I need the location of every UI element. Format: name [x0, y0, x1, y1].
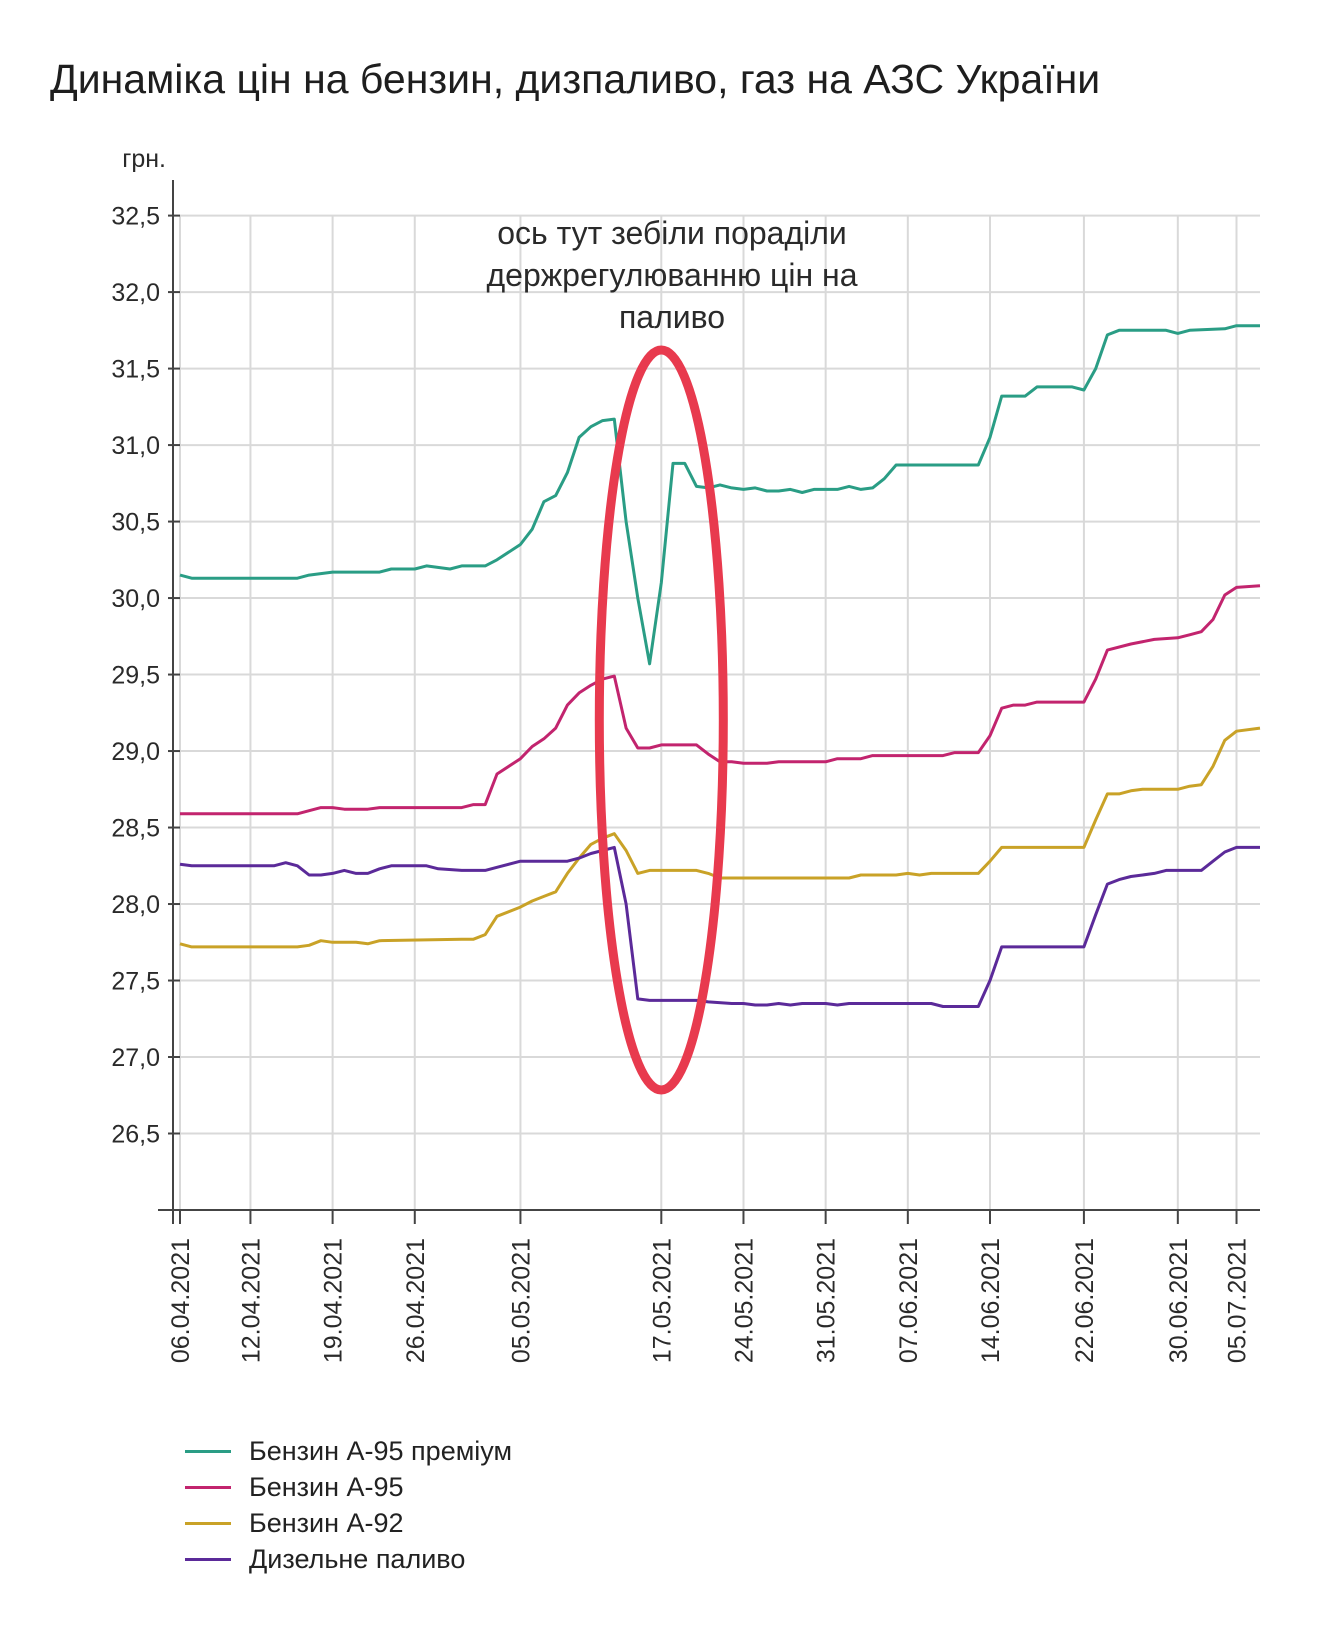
tick-labels: 26,5 27,0 27,5 28,0 28,5 29,0 29,5 30,0 30,5 31,0…	[111, 145, 1251, 1363]
x-tick-label: 22.06.2021	[1071, 1238, 1099, 1363]
x-tick-label: 26.04.2021	[402, 1238, 430, 1363]
y-tick-label: 28,5	[111, 815, 160, 843]
legend-label: Бензин А-95 преміум	[249, 1435, 513, 1466]
annotation-text: паливо	[619, 299, 725, 335]
legend-swatch	[185, 1557, 231, 1561]
series-line	[179, 324, 1260, 666]
y-tick-label: 32,5	[111, 203, 160, 231]
legend-swatch	[185, 1485, 231, 1489]
legend-label: Бензин А-92	[249, 1507, 404, 1538]
y-tick-label: 32,0	[111, 279, 160, 307]
y-tick-label: 29,0	[111, 738, 160, 766]
x-tick-label: 05.07.2021	[1224, 1238, 1252, 1363]
y-tick-label: 29,5	[111, 662, 160, 690]
x-tick-label: 05.05.2021	[507, 1238, 535, 1363]
y-tick-label: 26,5	[111, 1121, 160, 1149]
legend-item: Бензин А-92	[185, 1505, 512, 1541]
x-tick-label: 06.04.2021	[167, 1238, 195, 1363]
y-tick-label: 30,5	[111, 509, 160, 537]
annotation: ось тут зебіли пораділи держрегулюванню ц…	[486, 215, 858, 1095]
legend-item: Бензин А-95 преміум	[185, 1433, 512, 1469]
y-tick-label: 31,5	[111, 356, 160, 384]
y-axis-label: грн.	[122, 145, 166, 173]
y-tick-label: 27,0	[111, 1044, 160, 1072]
x-tick-label: 17.05.2021	[648, 1238, 676, 1363]
grid-lines	[179, 214, 1260, 1210]
legend-swatch	[185, 1521, 231, 1525]
legend-label: Бензин А-95	[249, 1471, 404, 1502]
x-tick-label: 31.05.2021	[813, 1238, 841, 1363]
legend-swatch	[185, 1449, 231, 1453]
x-tick-label: 24.05.2021	[730, 1238, 758, 1363]
legend-item: Дизельне паливо	[185, 1541, 512, 1577]
y-tick-label: 27,5	[111, 968, 160, 996]
legend: Бензин А-95 преміум Бензин А-95 Бензин А-9…	[185, 1433, 512, 1577]
y-tick-label: 30,0	[111, 585, 160, 613]
x-tick-label: 07.06.2021	[895, 1238, 923, 1363]
x-tick-label: 19.04.2021	[320, 1238, 348, 1363]
annotation-text: держрегулюванню цін на	[486, 257, 857, 293]
legend-item: Бензин А-95	[185, 1469, 512, 1505]
legend-label: Дизельне паливо	[249, 1543, 466, 1574]
y-tick-label: 31,0	[111, 432, 160, 460]
chart-title: Динаміка цін на бензин, дизпаливо, газ н…	[50, 56, 1101, 102]
series-line	[179, 726, 1261, 949]
x-tick-label: 12.04.2021	[237, 1238, 265, 1363]
y-tick-label: 28,0	[111, 891, 160, 919]
annotation-text: ось тут зебіли пораділи	[497, 215, 847, 251]
axes	[158, 180, 1260, 1224]
x-tick-label: 30.06.2021	[1165, 1238, 1193, 1363]
x-tick-label: 14.06.2021	[977, 1238, 1005, 1363]
highlight-ellipse	[594, 345, 728, 1095]
